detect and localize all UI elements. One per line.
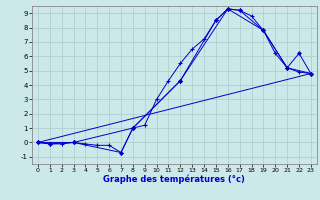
X-axis label: Graphe des températures (°c): Graphe des températures (°c) <box>103 175 245 184</box>
